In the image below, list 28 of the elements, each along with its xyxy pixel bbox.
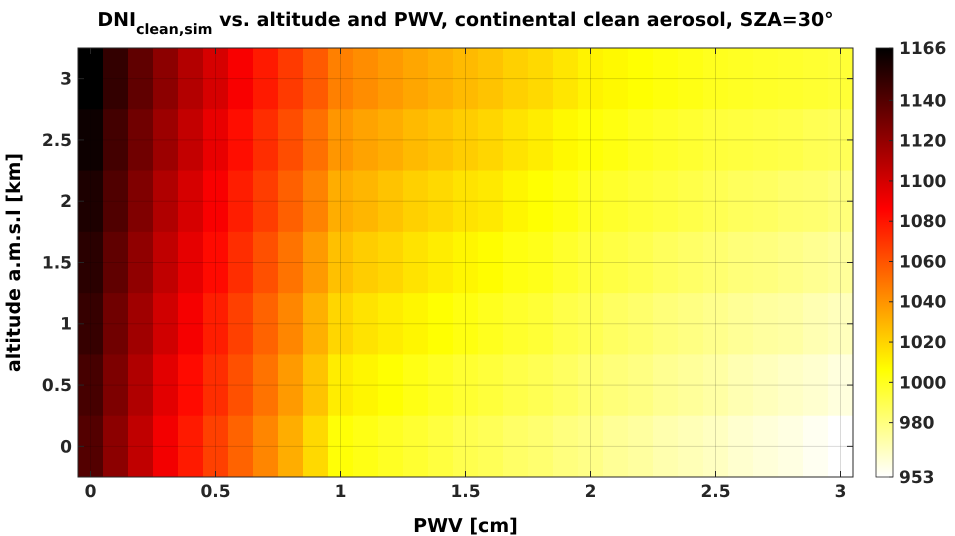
color-bar-label: 1100 — [899, 172, 946, 192]
color-bar-label: 1120 — [899, 132, 946, 152]
color-bar-label: 1140 — [899, 91, 946, 112]
x-tick-label: 2.5 — [700, 482, 731, 502]
y-axis-title: altitude a.m.s.l [km] — [3, 152, 25, 372]
x-tick-label: 1.5 — [450, 482, 481, 502]
color-bar-label: 1166 — [899, 38, 946, 59]
color-bar-label: 980 — [899, 414, 935, 434]
x-tick-label: 0 — [84, 482, 97, 502]
y-tick-label: 3 — [60, 70, 72, 90]
y-tick-label: 0 — [60, 437, 72, 458]
x-tick-label: 2 — [584, 482, 596, 502]
color-bar-label: 953 — [899, 468, 934, 488]
x-tick-label: 3 — [834, 482, 846, 502]
x-tick-label: 1 — [334, 482, 346, 502]
x-axis-title: PWV [cm] — [413, 515, 518, 536]
y-tick-label: 1.5 — [42, 253, 72, 274]
color-bar-label: 1040 — [899, 292, 946, 313]
x-tick-label: 0.5 — [200, 482, 231, 502]
color-bar-label: 1060 — [899, 252, 946, 272]
y-tick-label: 0.5 — [42, 376, 72, 396]
y-tick-label: 2 — [60, 192, 72, 212]
color-bar-label: 1080 — [899, 212, 946, 232]
y-tick-label: 2.5 — [42, 130, 72, 151]
color-bar-label: 1000 — [899, 373, 946, 394]
chart-title: DNI$_{clean,sim}$ vs. altitude and PWV, continental clean aerosol, SZA=30° — [97, 9, 834, 38]
color-bar-label: 1020 — [899, 333, 946, 354]
y-tick-label: 1 — [60, 314, 72, 335]
